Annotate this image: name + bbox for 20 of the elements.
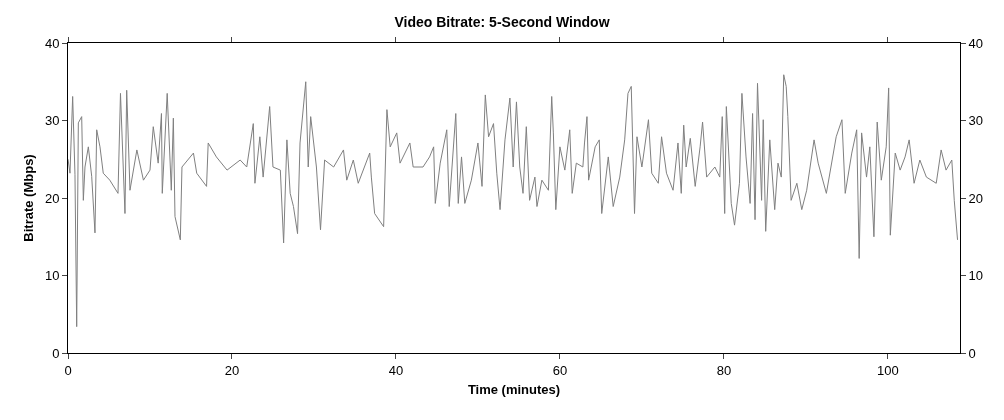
x-tick-label: 100 [877, 362, 899, 378]
y-axis-title: Bitrate (Mbps) [20, 154, 36, 242]
y2-tick-label: 0 [968, 345, 976, 361]
x-tick-label: 20 [224, 362, 240, 378]
y-tick-label: 20 [44, 190, 60, 206]
x-tick-label: 60 [552, 362, 568, 378]
line-series [68, 74, 959, 328]
x-axis-title: Time (minutes) [467, 382, 561, 398]
x-tick-label: 80 [716, 362, 732, 378]
x-tick-label: 0 [64, 362, 72, 378]
y2-tick-label: 10 [968, 268, 984, 284]
y-tick-label: 10 [44, 268, 60, 284]
x-tick-label: 40 [388, 362, 404, 378]
y2-tick-label: 20 [968, 190, 984, 206]
y2-tick-label: 30 [968, 113, 984, 129]
y2-tick-label: 40 [968, 35, 984, 51]
chart-title: Video Bitrate: 5-Second Window [394, 13, 610, 30]
y-tick-label: 0 [52, 345, 60, 361]
y-tick-label: 40 [44, 35, 60, 51]
y-tick-label: 30 [44, 113, 60, 129]
